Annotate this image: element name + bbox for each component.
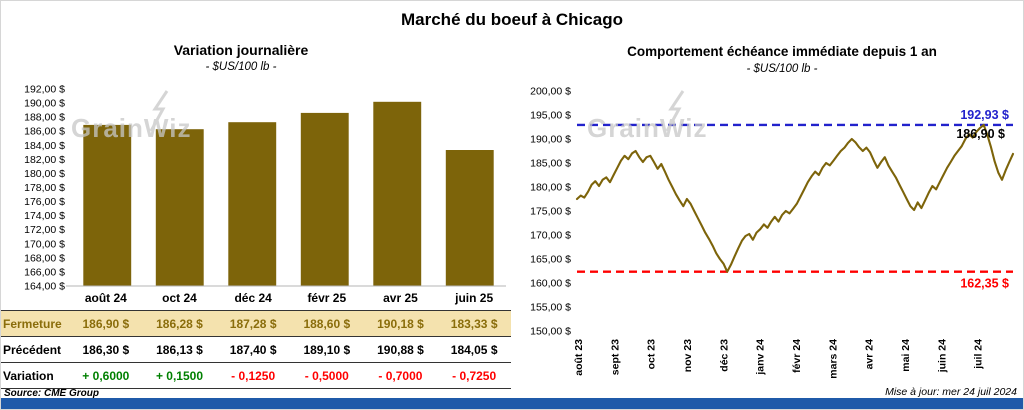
month-label: déc 24	[234, 291, 272, 305]
grainwiz-watermark: GrainWiz	[587, 90, 708, 144]
x-tick-label: mai 24	[900, 339, 912, 372]
month-label: juin 25	[455, 291, 494, 305]
table-cell: 186,90 $	[69, 310, 143, 337]
table-cell: 186,28 $	[142, 310, 217, 337]
y-tick-label: 180,00 $	[530, 182, 571, 194]
bar-août 24	[83, 124, 132, 287]
x-tick-label: févr 24	[791, 339, 803, 373]
y-tick-label: 168,00 $	[24, 252, 65, 264]
table-cell: - 0,7000	[363, 362, 438, 389]
y-tick-label: 155,00 $	[530, 302, 571, 314]
min-value-label: 162,35 $	[960, 277, 1009, 291]
y-tick-label: 190,00 $	[530, 134, 571, 146]
y-tick-label: 166,00 $	[24, 266, 65, 278]
y-tick-label: 184,00 $	[24, 140, 65, 152]
watermark-text: GrainWiz	[587, 113, 708, 143]
row-label-precedent: Précédent	[1, 336, 69, 363]
table-cell: + 0,1500	[142, 362, 217, 389]
bar-juin 25	[445, 150, 494, 286]
table-cell: - 0,5000	[289, 362, 364, 389]
bar-chart-subtitle: - $US/100 lb -	[205, 61, 277, 73]
watermark-text: GrainWiz	[71, 113, 192, 143]
month-label: oct 24	[162, 291, 197, 305]
y-tick-label: 174,00 $	[24, 210, 65, 222]
bar-chart-title: Variation journalière	[173, 42, 309, 58]
y-tick-label: 188,00 $	[24, 112, 65, 124]
price-line	[575, 123, 1015, 273]
table-cell: - 0,1250	[216, 362, 290, 389]
y-tick-label: 150,00 $	[530, 326, 571, 338]
source-note: Source: CME Group	[4, 388, 100, 399]
table-cell: 183,33 $	[437, 310, 511, 337]
max-value-label: 192,93 $	[960, 108, 1009, 122]
table-cell: - 0,7250	[437, 362, 511, 389]
table-cell: 189,10 $	[289, 336, 364, 363]
table-cell: 186,30 $	[69, 336, 143, 363]
x-tick-label: oct 23	[646, 339, 658, 370]
y-tick-label: 195,00 $	[530, 110, 571, 122]
x-tick-label: janv 24	[755, 339, 767, 376]
table-cell: 186,13 $	[142, 336, 217, 363]
y-tick-label: 175,00 $	[530, 206, 571, 218]
values-table: août 24 oct 24 déc 24 févr 25 avr 25 jui…	[1, 289, 511, 389]
x-tick-label: juil 24	[973, 339, 985, 370]
bar-avr 25	[373, 101, 422, 286]
y-tick-label: 185,00 $	[530, 158, 571, 170]
bar-chart: 192,00 $ 190,00 $ 188,00 $ 186,00 $ 184,00 $…	[24, 84, 506, 293]
table-cell: + 0,6000	[69, 362, 143, 389]
y-tick-label: 186,00 $	[24, 126, 65, 138]
bar-oct 24	[155, 129, 204, 286]
y-tick-label: 164,00 $	[24, 281, 65, 293]
y-tick-label: 180,00 $	[24, 168, 65, 180]
line-chart-subtitle: - $US/100 lb -	[746, 63, 818, 75]
last-value-label: 186,90 $	[956, 127, 1005, 141]
y-tick-label: 178,00 $	[24, 182, 65, 194]
x-tick-label: nov 23	[682, 339, 694, 372]
precedent-row: Précédent 186,30 $ 186,13 $ 187,40 $ 189…	[1, 336, 511, 363]
y-tick-label: 172,00 $	[24, 224, 65, 236]
fermeture-row: Fermeture 186,90 $ 186,28 $ 187,28 $ 188…	[1, 310, 511, 337]
spacer-cell	[1, 289, 69, 311]
bar-févr 25	[300, 112, 349, 287]
x-tick-label: sept 23	[609, 339, 621, 375]
row-label-fermeture: Fermeture	[1, 310, 69, 337]
x-tick-label: avr 24	[864, 339, 876, 370]
month-label: août 24	[84, 291, 127, 305]
y-tick-label: 170,00 $	[530, 230, 571, 242]
line-chart: 200,00 $ 195,00 $ 190,00 $ 185,00 $ 180,00 $…	[530, 86, 1015, 379]
x-tick-label: déc 23	[718, 339, 730, 372]
footer-bar	[1, 398, 1023, 409]
x-tick-label: août 23	[573, 339, 585, 376]
variation-row: Variation + 0,6000 + 0,1500 - 0,1250 - 0…	[1, 362, 511, 389]
table-cell: 188,60 $	[289, 310, 364, 337]
y-tick-label: 170,00 $	[24, 238, 65, 250]
month-label: avr 25	[383, 291, 418, 305]
y-tick-label: 182,00 $	[24, 154, 65, 166]
y-tick-label: 200,00 $	[530, 86, 571, 98]
table-cell: 187,28 $	[216, 310, 290, 337]
bar-déc 24	[228, 122, 277, 286]
month-label: févr 25	[307, 291, 347, 305]
y-tick-label: 190,00 $	[24, 98, 65, 110]
page-title: Marché du boeuf à Chicago	[401, 10, 623, 29]
x-tick-label: mars 24	[827, 339, 839, 379]
lightning-icon	[665, 90, 685, 132]
row-label-variation: Variation	[1, 362, 69, 389]
y-tick-label: 165,00 $	[530, 254, 571, 266]
line-chart-title: Comportement échéance immédiate depuis 1…	[627, 44, 937, 59]
update-note: Mise à jour: mer 24 juil 2024	[885, 386, 1017, 398]
lightning-icon	[149, 90, 169, 132]
y-tick-label: 176,00 $	[24, 196, 65, 208]
grainwiz-watermark: GrainWiz	[71, 90, 192, 144]
y-tick-label: 192,00 $	[24, 84, 65, 96]
table-cell: 184,05 $	[437, 336, 511, 363]
table-cell: 190,18 $	[363, 310, 438, 337]
month-header-row: août 24 oct 24 déc 24 févr 25 avr 25 jui…	[1, 289, 511, 311]
x-tick-label: juin 24	[936, 339, 948, 373]
table-cell: 187,40 $	[216, 336, 290, 363]
y-tick-label: 160,00 $	[530, 278, 571, 290]
table-cell: 190,88 $	[363, 336, 438, 363]
